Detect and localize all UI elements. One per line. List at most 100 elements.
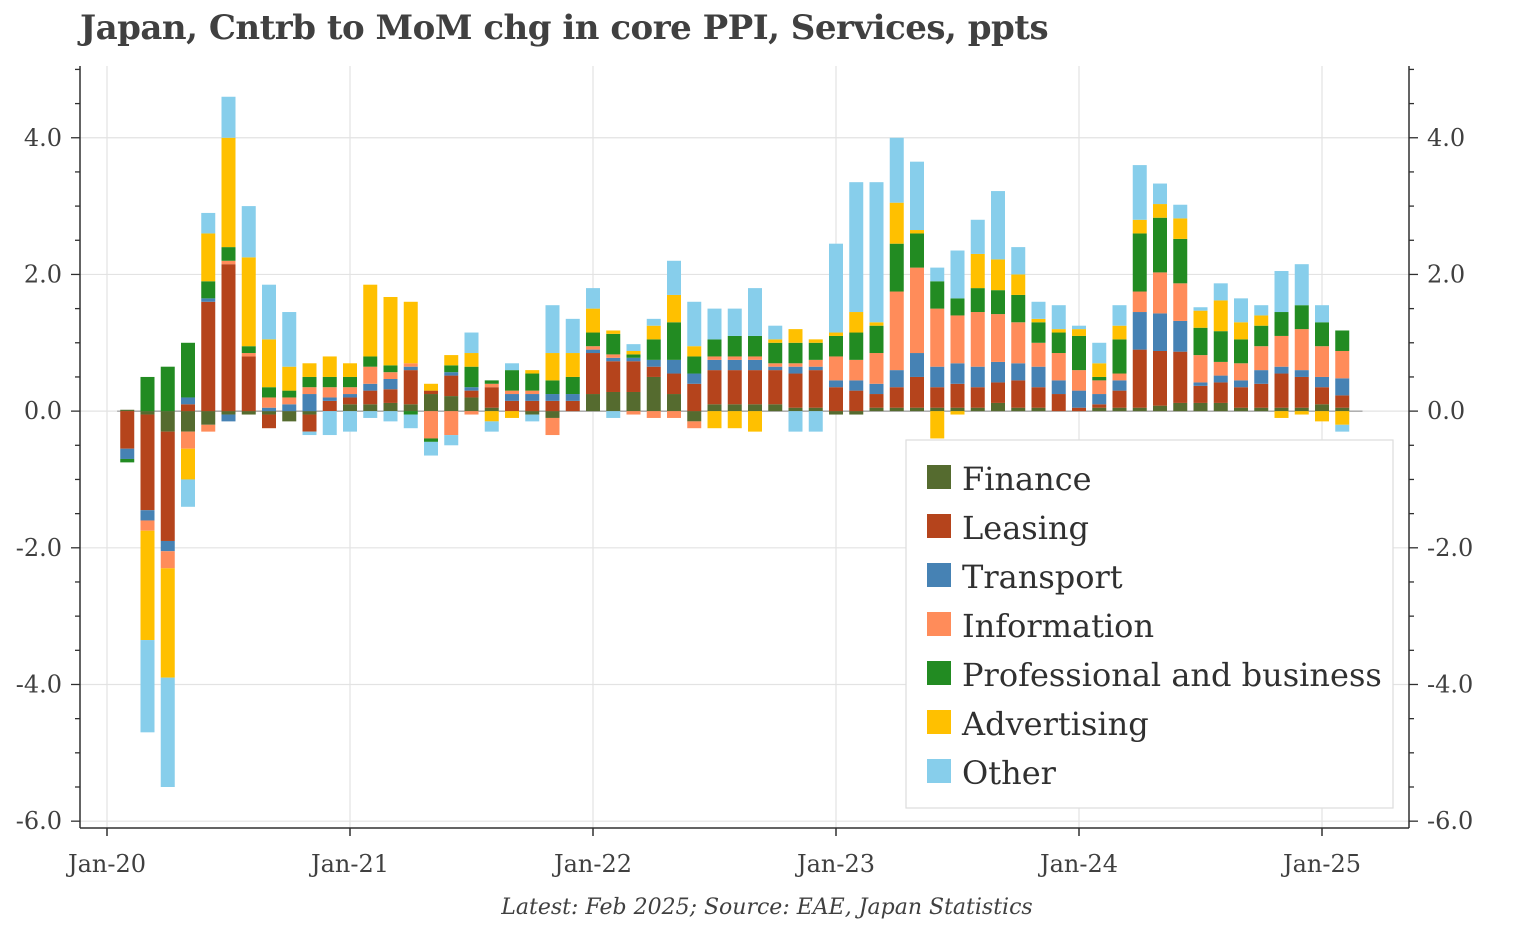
bar-segment-professional-and-business <box>525 373 540 391</box>
bar-segment-information <box>484 383 499 388</box>
bar-segment-advertising <box>424 383 438 391</box>
bar-segment-advertising <box>1011 274 1026 295</box>
bar-segment-advertising <box>748 411 762 432</box>
y-tick-label-left: -2.0 <box>16 534 62 562</box>
bar-segment-finance <box>889 407 904 412</box>
bar-segment-transport <box>889 370 904 388</box>
bar-segment-leasing <box>748 370 762 405</box>
bar-segment-transport <box>1112 380 1127 391</box>
source-note: Latest: Feb 2025; Source: EAE, Japan Sta… <box>501 895 1033 920</box>
bar-segment-professional-and-business <box>565 376 580 395</box>
bar-segment-leasing <box>970 387 985 408</box>
bar-segment-leasing <box>383 389 398 403</box>
bar-segment-finance <box>1274 407 1289 412</box>
bar-segment-professional-and-business <box>484 380 499 384</box>
bar-segment-leasing <box>1051 394 1066 412</box>
bar-segment-finance <box>950 407 965 412</box>
bar-segment-leasing <box>768 370 783 405</box>
bar-segment-finance <box>586 394 600 412</box>
bar-segment-professional-and-business <box>262 387 276 398</box>
bar-segment-advertising <box>1213 300 1228 332</box>
bar-segment-professional-and-business <box>889 243 904 292</box>
bar-segment-other <box>1274 271 1289 313</box>
bar-segment-transport <box>1274 366 1289 374</box>
bar-segment-finance <box>1193 402 1208 412</box>
bar-segment-finance <box>1173 402 1188 412</box>
bar-segment-professional-and-business <box>768 342 783 364</box>
bar-segment-advertising <box>383 296 398 366</box>
bar-segment-finance <box>484 407 499 412</box>
bar-segment-professional-and-business <box>120 458 135 463</box>
bar-segment-leasing <box>160 431 175 541</box>
bar-segment-leasing <box>707 370 722 405</box>
bar-segment-advertising <box>1294 411 1309 415</box>
bar-segment-transport <box>1173 320 1188 352</box>
bar-segment-leasing <box>403 370 418 405</box>
bar-segment-advertising <box>565 353 580 377</box>
bar-segment-finance <box>464 397 479 412</box>
bar-segment-finance <box>383 402 398 412</box>
bar-segment-other <box>1173 204 1188 219</box>
y-tick-label-left: 4.0 <box>24 124 62 152</box>
bar-segment-professional-and-business <box>727 335 742 357</box>
bar-segment-professional-and-business <box>829 335 843 357</box>
bar-segment-information <box>343 387 357 395</box>
bar-segment-information <box>1315 346 1329 377</box>
bar-segment-information <box>1031 342 1046 367</box>
bar-segment-finance <box>606 391 621 412</box>
bar-segment-professional-and-business <box>1213 331 1228 362</box>
bar-segment-other <box>768 325 783 340</box>
bar-segment-other <box>424 441 438 456</box>
bar-segment-information <box>1153 272 1167 314</box>
bar-segment-finance <box>181 411 195 432</box>
bar-segment-professional-and-business <box>869 325 884 354</box>
bar-segment-other <box>869 182 884 323</box>
bar-segment-leasing <box>1294 376 1309 408</box>
bar-segment-information <box>1254 346 1269 371</box>
bar-segment-information <box>505 390 519 395</box>
bar-segment-information <box>768 363 783 367</box>
bar-segment-professional-and-business <box>950 298 965 316</box>
bar-segment-advertising <box>1335 411 1350 425</box>
bar-segment-transport <box>444 372 459 376</box>
bar-segment-professional-and-business <box>444 365 459 373</box>
bar-segment-information <box>829 356 843 381</box>
bar-segment-transport <box>403 366 418 371</box>
bar-segment-information <box>241 353 256 357</box>
bar-segment-professional-and-business <box>282 390 297 398</box>
bar-segment-professional-and-business <box>788 342 803 364</box>
bar-segment-leasing <box>869 394 884 408</box>
bar-segment-leasing <box>464 390 479 398</box>
x-tick-label: Jan-25 <box>1280 850 1361 878</box>
bar-segment-other <box>505 363 519 371</box>
bar-segment-advertising <box>464 353 479 367</box>
bar-segment-other <box>302 431 317 436</box>
legend-label: Professional and business <box>962 656 1382 694</box>
bar-segment-other <box>444 435 459 446</box>
bar-segment-transport <box>849 380 864 391</box>
bar-segment-information <box>1011 322 1026 364</box>
bar-segment-advertising <box>646 325 661 340</box>
bar-segment-advertising <box>1051 329 1066 333</box>
bar-segment-other <box>1234 298 1248 323</box>
legend-label: Information <box>962 607 1154 645</box>
bar-segment-professional-and-business <box>343 376 357 388</box>
bar-segment-professional-and-business <box>140 376 155 412</box>
bar-segment-transport <box>1213 375 1228 383</box>
bar-segment-information <box>586 346 600 350</box>
y-tick-label-left: 0.0 <box>24 397 62 425</box>
bar-segment-leasing <box>889 387 904 408</box>
bar-segment-leasing <box>424 390 438 395</box>
bar-segment-information <box>646 411 661 418</box>
bar-segment-information <box>1072 370 1086 391</box>
bar-segment-professional-and-business <box>302 376 317 388</box>
bar-segment-other <box>201 212 216 234</box>
bar-segment-finance <box>849 411 864 415</box>
bar-segment-information <box>444 411 459 436</box>
bar-segment-advertising <box>930 411 945 439</box>
bar-segment-advertising <box>687 346 702 357</box>
bar-segment-transport <box>322 397 337 401</box>
bar-segment-finance <box>1254 407 1269 412</box>
bar-segment-professional-and-business <box>383 365 398 373</box>
bar-segment-finance <box>910 407 924 412</box>
